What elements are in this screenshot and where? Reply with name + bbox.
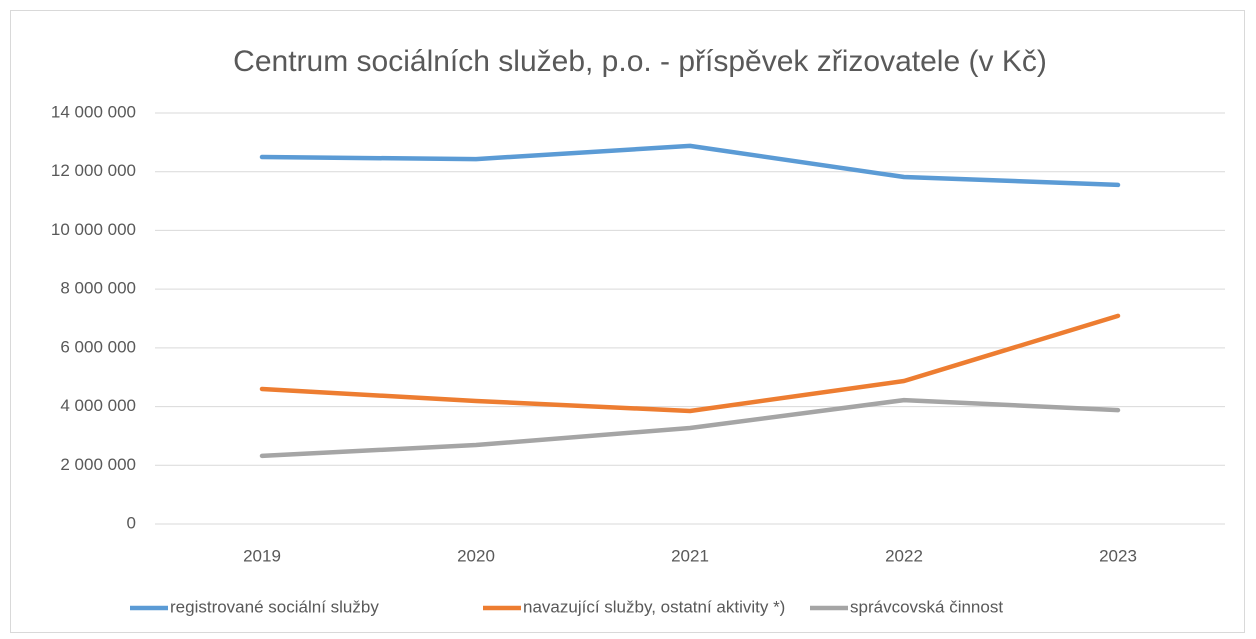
y-tick-label: 8 000 000 <box>60 279 136 298</box>
x-tick-label: 2019 <box>243 546 281 565</box>
y-tick-label: 12 000 000 <box>51 161 136 180</box>
x-tick-label: 2023 <box>1099 546 1137 565</box>
legend-label: registrované sociální služby <box>170 597 379 616</box>
chart-frame <box>10 10 1245 633</box>
y-tick-label: 4 000 000 <box>60 396 136 415</box>
series-line <box>259 143 1121 188</box>
series-line <box>259 313 1121 414</box>
y-tick-label: 2 000 000 <box>60 455 136 474</box>
y-tick-label: 14 000 000 <box>51 102 136 121</box>
series-line <box>259 397 1121 459</box>
y-tick-label: 6 000 000 <box>60 337 136 356</box>
x-tick-label: 2021 <box>671 546 709 565</box>
chart-title: Centrum sociálních služeb, p.o. - příspě… <box>233 45 1047 78</box>
x-tick-label: 2020 <box>457 546 495 565</box>
x-tick-label: 2022 <box>885 546 923 565</box>
legend-label: správcovská činnost <box>850 597 1003 616</box>
y-tick-label: 10 000 000 <box>51 220 136 239</box>
y-tick-label: 0 <box>127 513 136 532</box>
legend-label: navazující služby, ostatní aktivity *) <box>523 597 785 616</box>
